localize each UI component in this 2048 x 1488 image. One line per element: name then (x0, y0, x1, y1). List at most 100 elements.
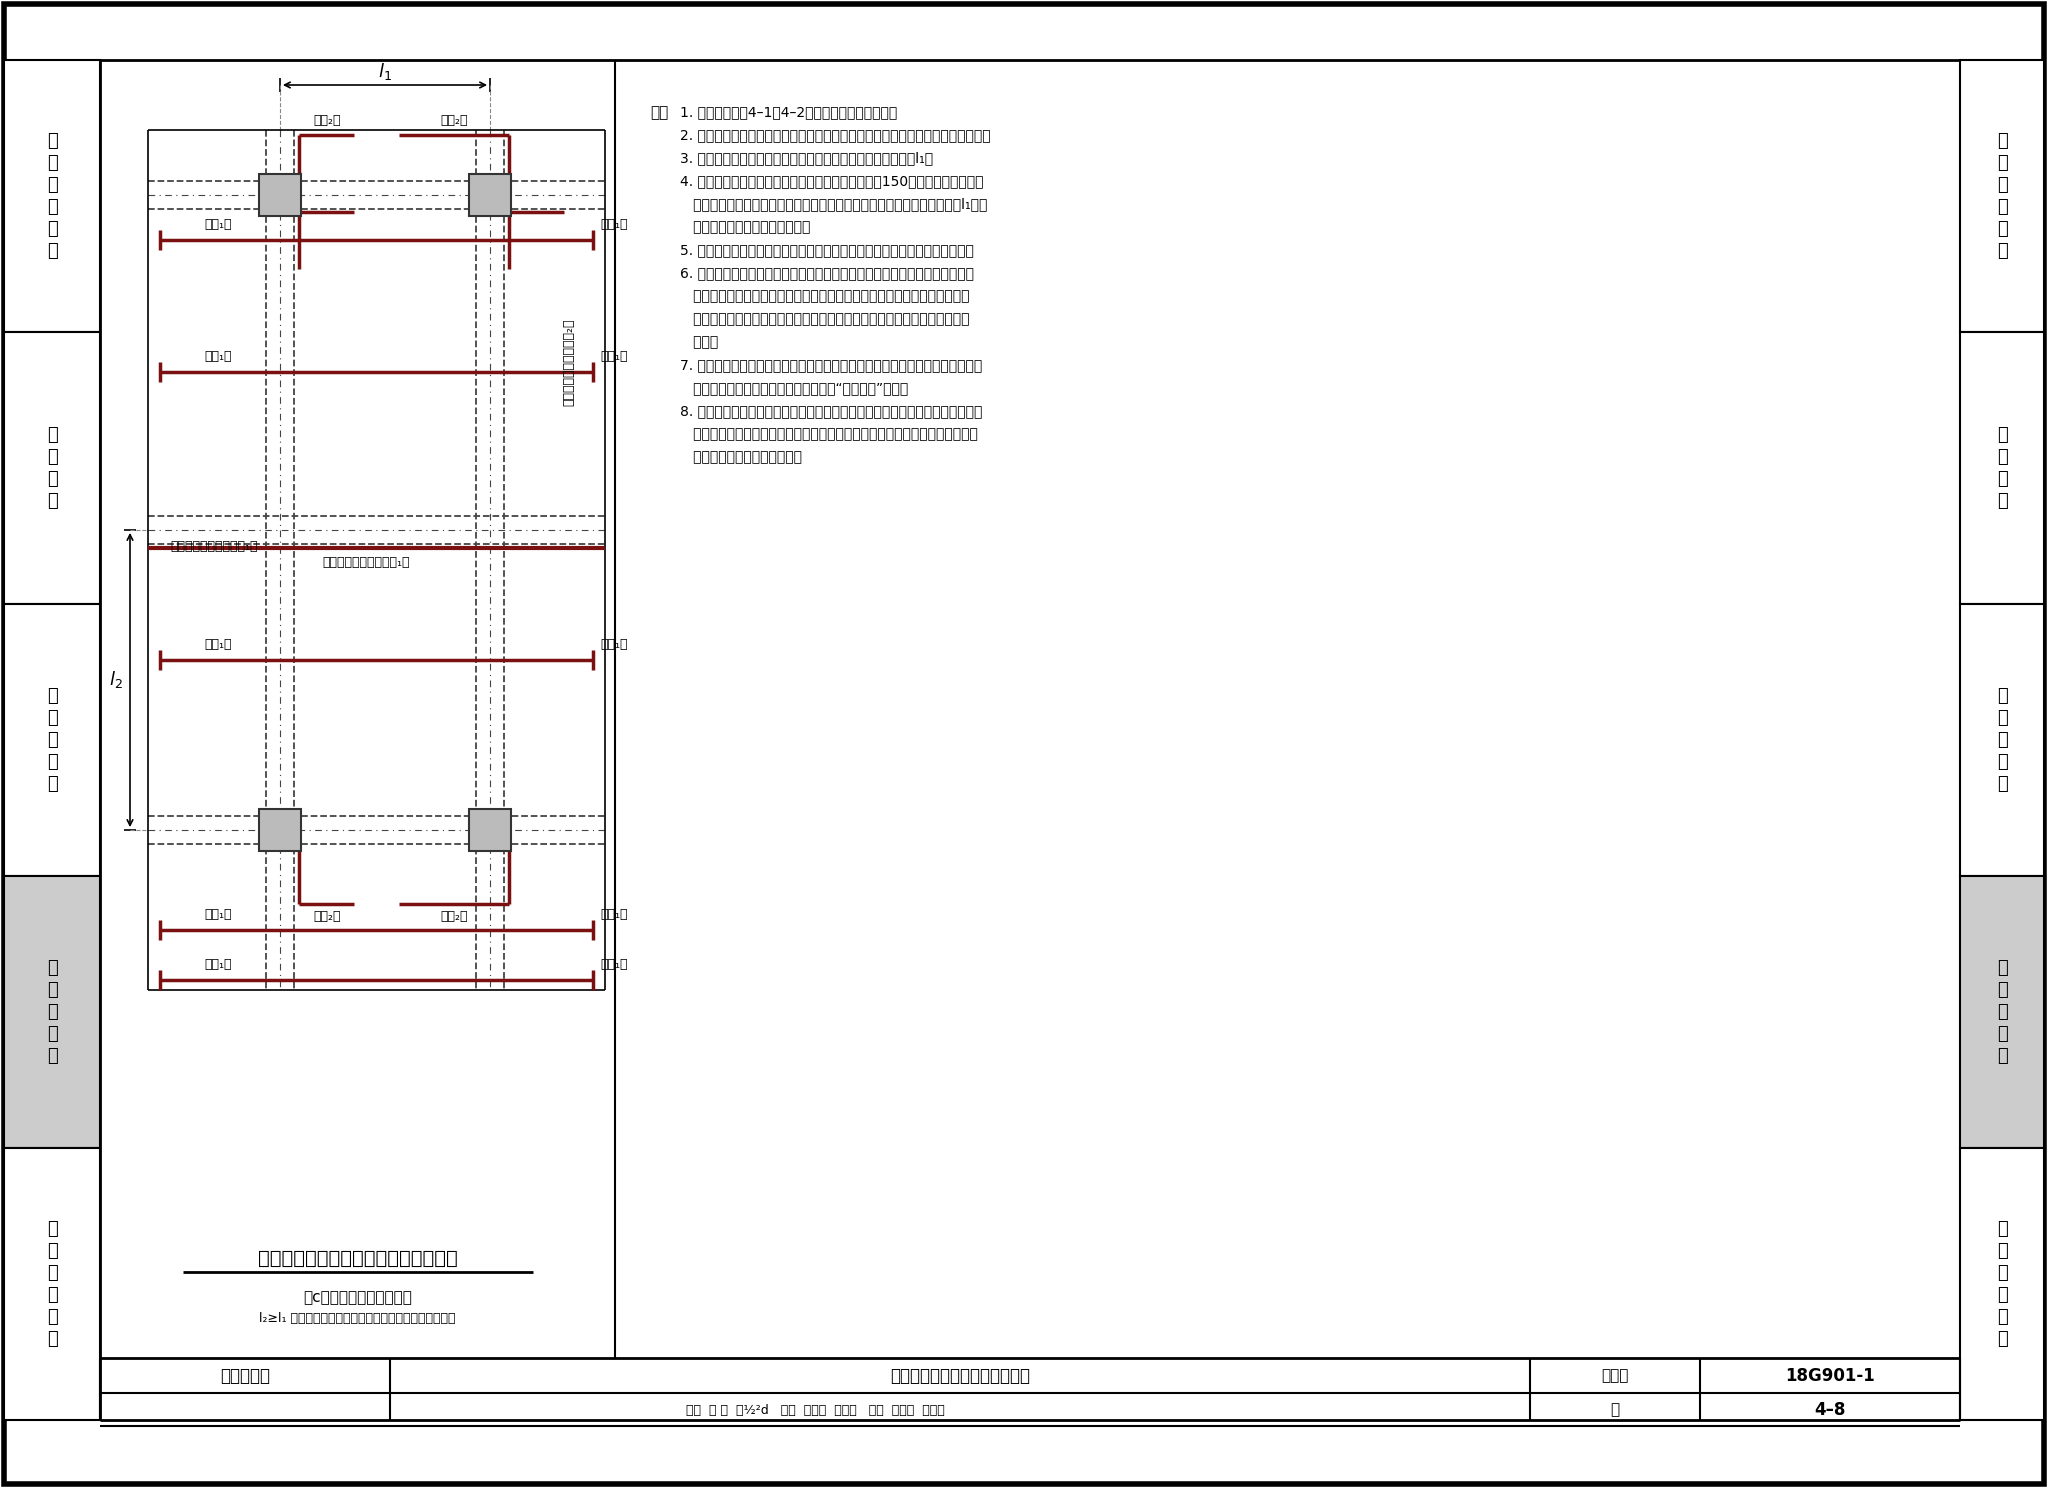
Text: 4. 分布筋自身及与受力主筋、构造钉筋的搞接长度为150；当分布筋兼作抗温: 4. 分布筋自身及与受力主筋、构造钉筋的搞接长度为150；当分布筋兼作抗温 (680, 174, 983, 187)
Bar (469, 174, 512, 216)
Text: 2. 图中板支座均按梁绘制，当支座为混凝土剪力墙时，板上部针筋排布规则相同。: 2. 图中板支座均按梁绘制，当支座为混凝土剪力墙时，板上部针筋排布规则相同。 (680, 128, 991, 141)
Text: 板: 板 (47, 1003, 57, 1021)
Text: （上₂）: （上₂） (313, 909, 340, 923)
Text: 6. 当相邻两跨的上部贪通纵筋配置相同，且跨中部位有足够空间连接时，可在: 6. 当相邻两跨的上部贪通纵筋配置相同，且跨中部位有足够空间连接时，可在 (680, 266, 975, 280)
Text: 普: 普 (1997, 958, 2007, 978)
Text: l₂≥l₁ 部分贪通式配筋（兼抗温度、收缩应力构造钉筋）: l₂≥l₁ 部分贪通式配筋（兼抗温度、收缩应力构造钉筋） (260, 1311, 457, 1324)
Text: （上₂）: （上₂） (313, 115, 340, 128)
Text: 审核  刘 敏  崔½²d   校对  高志强  宋王泽   设计  张月明  汤林明: 审核 刘 敏 崔½²d 校对 高志强 宋王泽 设计 张月明 汤林明 (686, 1403, 944, 1417)
Text: （上₁）: （上₁） (600, 909, 627, 921)
Text: 分: 分 (47, 1048, 57, 1065)
Text: 楼板、屋面板上部针筋排布构造: 楼板、屋面板上部针筋排布构造 (891, 1367, 1030, 1385)
Text: 上部贯通纵向钢筋（上₁）: 上部贯通纵向钢筋（上₁） (324, 557, 410, 570)
Text: $l_1$: $l_1$ (379, 61, 391, 82)
Text: 盖: 盖 (1997, 1286, 2007, 1303)
Text: 求: 求 (47, 243, 57, 260)
Text: 部: 部 (47, 470, 57, 488)
Text: 架: 架 (47, 448, 57, 466)
Text: 剪: 剪 (47, 687, 57, 705)
Text: （上₁）: （上₁） (205, 638, 231, 652)
Text: 4–8: 4–8 (1815, 1402, 1845, 1420)
Bar (1960, 60, 2044, 332)
Text: 一: 一 (1997, 132, 2007, 150)
Text: 部: 部 (1997, 1025, 2007, 1043)
Bar (4, 876, 100, 1149)
Text: 通: 通 (1997, 981, 2007, 998)
Bar (1960, 332, 2044, 604)
Bar (4, 60, 100, 332)
Text: 连接。: 连接。 (680, 335, 719, 350)
Text: 楼: 楼 (1997, 1263, 2007, 1283)
Text: 普通板部分: 普通板部分 (219, 1367, 270, 1385)
Text: （上₁）: （上₁） (600, 219, 627, 232)
Text: 架: 架 (1997, 448, 2007, 466)
Text: 分: 分 (47, 493, 57, 510)
Text: 注：: 注： (649, 106, 668, 121)
Text: 要: 要 (47, 220, 57, 238)
Text: 部: 部 (47, 753, 57, 771)
Text: 上部贯通纵向钢筋（上₁）: 上部贯通纵向钢筋（上₁） (170, 540, 258, 552)
Text: 要: 要 (1997, 220, 2007, 238)
Text: 分: 分 (47, 1330, 57, 1348)
Bar (1960, 1149, 2044, 1420)
Text: 部: 部 (1997, 753, 2007, 771)
Text: （c）双（单）向板（三）: （c）双（单）向板（三） (303, 1290, 412, 1305)
Text: 18G901-1: 18G901-1 (1786, 1367, 1874, 1385)
Text: 分: 分 (1997, 1048, 2007, 1065)
Bar (258, 809, 301, 851)
Text: 抗温度、收缩应力构造钉筋。: 抗温度、收缩应力构造钉筋。 (680, 449, 803, 464)
Text: 般: 般 (1997, 153, 2007, 173)
Bar (4, 332, 100, 604)
Text: 无: 无 (1997, 1220, 2007, 1238)
Text: 无: 无 (47, 1220, 57, 1238)
Text: 楼板、屋面板上部针筋排布构造（二）: 楼板、屋面板上部针筋排布构造（二） (258, 1248, 457, 1268)
Text: 普: 普 (47, 958, 57, 978)
Text: 配置的同向贪通纵筋的直径与间距采取“隔一布一”方式。: 配置的同向贪通纵筋的直径与间距采取“隔一布一”方式。 (680, 381, 907, 394)
Text: 在支座中的锁固接受要求考虑。: 在支座中的锁固接受要求考虑。 (680, 220, 811, 234)
Text: 力: 力 (1997, 708, 2007, 728)
Text: 时，应将配置数大者越过其标注的跨数终点或起点作至相邻的跨中连接区域: 时，应将配置数大者越过其标注的跨数终点或起点作至相邻的跨中连接区域 (680, 312, 969, 326)
Text: （上₁）: （上₁） (205, 958, 231, 972)
Text: 页: 页 (1610, 1403, 1620, 1418)
Text: 部: 部 (47, 1308, 57, 1326)
Text: 造: 造 (47, 198, 57, 216)
Text: （上₁）: （上₁） (205, 909, 231, 921)
Text: 8. 抗温度、收缩应力构造钉筋可利用原有钉筋贪通配置，也可另行设置钉筋与原: 8. 抗温度、收缩应力构造钉筋可利用原有钉筋贪通配置，也可另行设置钉筋与原 (680, 405, 983, 418)
Text: 7. 当板的上部已配置有贪通纵筋，但需增配板支座上部非贪通纵筋时，应结合已: 7. 当板的上部已配置有贪通纵筋，但需增配板支座上部非贪通纵筋时，应结合已 (680, 359, 983, 372)
Text: （上₁）: （上₁） (600, 351, 627, 363)
Bar (258, 174, 301, 216)
Text: 部: 部 (47, 1025, 57, 1043)
Text: 度、收缩应力构造钉筋时，其自身及与受力主筋、构造钉筋的搞接长度为l₁，其: 度、收缩应力构造钉筋时，其自身及与受力主筋、构造钉筋的搞接长度为l₁，其 (680, 196, 987, 211)
Text: （上₁）: （上₁） (600, 958, 627, 972)
Text: 框: 框 (47, 426, 57, 443)
Text: 构: 构 (47, 176, 57, 193)
Text: （上₁）: （上₁） (600, 638, 627, 652)
Bar (469, 809, 512, 851)
Text: 分: 分 (47, 775, 57, 793)
Text: 楼: 楼 (47, 1263, 57, 1283)
Text: 上部贯通纵向钢筋（上₂）: 上部贯通纵向钢筋（上₂） (563, 318, 575, 406)
Text: 墙: 墙 (1997, 731, 2007, 748)
Text: （上₁）: （上₁） (205, 219, 231, 232)
Text: 梁: 梁 (47, 1242, 57, 1260)
Text: 1. 本页与本图集4–1、4–2页总说明结合阅读使用。: 1. 本页与本图集4–1、4–2页总说明结合阅读使用。 (680, 106, 897, 119)
Text: 板: 板 (1997, 1003, 2007, 1021)
Text: 图集号: 图集号 (1602, 1369, 1628, 1384)
Text: 构: 构 (1997, 176, 2007, 193)
Text: 5. 双向或单向连接板中间支座上部贪通纵筋不应在支座位置连接或分割锋口。: 5. 双向或单向连接板中间支座上部贪通纵筋不应在支座位置连接或分割锋口。 (680, 243, 975, 257)
Text: （上₂）: （上₂） (440, 909, 467, 923)
Text: 造: 造 (1997, 198, 2007, 216)
Text: 部: 部 (1997, 470, 2007, 488)
Text: 部: 部 (1997, 1308, 2007, 1326)
Text: 盖: 盖 (47, 1286, 57, 1303)
Text: 剪: 剪 (1997, 687, 2007, 705)
Text: 梁: 梁 (1997, 1242, 2007, 1260)
Text: 分: 分 (1997, 1330, 2007, 1348)
Text: 墙: 墙 (47, 731, 57, 748)
Text: （上₂）: （上₂） (440, 115, 467, 128)
Bar (1960, 876, 2044, 1149)
Text: 框: 框 (1997, 426, 2007, 443)
Text: 分: 分 (1997, 493, 2007, 510)
Text: 分: 分 (1997, 775, 2007, 793)
Text: 两跨任意一跨的跨中连接位进行连接；当相邻两跨的上部贪通纵筋配置不同: 两跨任意一跨的跨中连接位进行连接；当相邻两跨的上部贪通纵筋配置不同 (680, 289, 969, 304)
